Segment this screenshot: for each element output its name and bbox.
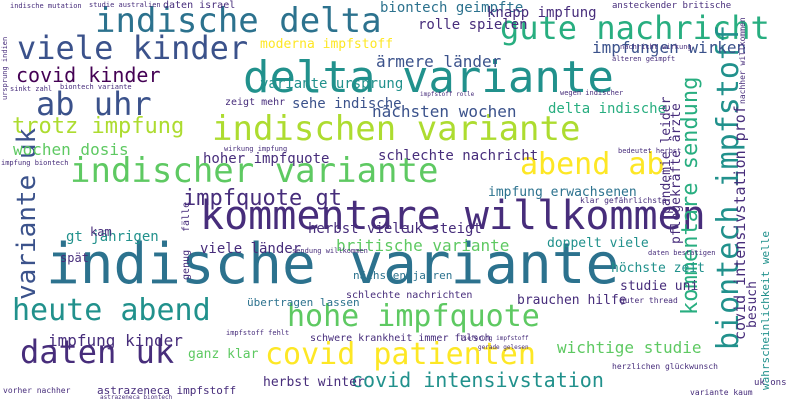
word: vorher nachher [3, 386, 71, 395]
word: besuch [745, 281, 760, 328]
word: biontech variante [60, 83, 132, 91]
word: schlechte nachricht [378, 148, 539, 164]
word: bedeutet herbst [618, 147, 682, 155]
word: herzlichen glückwunsch [612, 362, 718, 371]
word: covid intensivstation [351, 368, 604, 392]
word: ärmere länder [376, 52, 502, 71]
word: wahrscheinlichkeit welle [759, 231, 772, 390]
word: impfungen wirken [592, 38, 747, 57]
word: sinkt zahl [10, 85, 53, 93]
word: trotz impfung [12, 114, 185, 139]
word: indischer variante [70, 151, 439, 191]
word: sendung willkommen [292, 247, 368, 255]
word: covid kinder [16, 63, 161, 87]
word: wirkung impfung [224, 145, 288, 153]
word: britische variante [336, 236, 510, 255]
word: moderna impfstoff [260, 37, 394, 52]
word: ansteckender britische [612, 1, 732, 11]
word: uk ons [754, 378, 787, 388]
word: schwere krankheit immer falsch [310, 333, 491, 344]
word: impfung erwachsenen [488, 185, 637, 200]
word: klar gefährlichste [580, 196, 667, 205]
word: heute abend [12, 293, 211, 328]
word: nachher willkommen [738, 17, 747, 104]
word: wochen dosis [13, 140, 129, 159]
word: astrazeneca biontech [100, 394, 173, 400]
word: uk steigt [406, 221, 482, 237]
word: guter thread [620, 296, 678, 305]
word: sehe indische [292, 96, 402, 112]
word: herbst winter [263, 375, 365, 390]
word: viele länder [200, 241, 302, 257]
word: rolle spielen [418, 17, 528, 33]
word: nächsten jahren [353, 269, 453, 282]
word: genug [181, 249, 192, 280]
word: variante kaum [690, 388, 753, 397]
word: nachricht wirkung [620, 43, 692, 51]
word: nächsten wochen [372, 102, 517, 121]
word: knapp impfung [487, 5, 597, 21]
word: daten bestätigen [648, 249, 716, 257]
word: hoher impfquote [203, 151, 330, 167]
word: lieferung impfstoff [460, 335, 529, 342]
word: indische mutation [10, 2, 82, 10]
word: schlechte nachrichten [346, 290, 473, 301]
word: brauchen hilfe [517, 293, 627, 308]
word: delta indische [548, 101, 667, 117]
word: impfstoff fehlt [226, 329, 290, 337]
word: studie australien [89, 1, 161, 9]
word: covid patienten [265, 337, 536, 372]
word: spät [60, 251, 89, 265]
word: gerade gelesen [478, 344, 529, 351]
word: biontech geimpfte [380, 0, 524, 16]
word: daten uk [20, 333, 175, 371]
word: studie uni [620, 279, 699, 294]
word: wichtige studie [557, 338, 702, 357]
word: wegen indischer [560, 89, 624, 97]
word: indische variante [46, 232, 620, 297]
word: variante ursprung [260, 76, 404, 92]
word: gt jährigen [66, 229, 159, 245]
word: zeigt mehr [225, 97, 286, 108]
word: höchste zeit [611, 261, 705, 276]
word: ursprung indien [1, 36, 9, 100]
word: delta variante [243, 52, 614, 103]
word: abend ab [520, 147, 665, 182]
word: kommentare willkommen [200, 193, 706, 239]
word: pflegekräfte ärzte [669, 103, 684, 244]
word: gute nachricht [500, 9, 770, 47]
word: indischen variante [212, 109, 581, 149]
word: übertragen lassen [247, 296, 360, 309]
word: doppelt viele [547, 236, 649, 251]
word: daten israel [163, 0, 236, 11]
word: ab uhr [36, 85, 152, 123]
word: impfung kinder [48, 331, 183, 350]
word: kam [90, 225, 112, 239]
word: hohe impfquote [287, 299, 540, 334]
word: herbst viele [308, 221, 410, 237]
word: impfung biontech [1, 159, 69, 167]
word: astrazeneca impfstoff [97, 384, 237, 397]
word: impfquote gt [183, 186, 342, 211]
word: viele kinder [17, 29, 249, 67]
word: älteren geimpft [612, 55, 676, 63]
word: impfstoff rolle [420, 91, 475, 98]
word: fälle [181, 201, 192, 232]
word: ganz klar [188, 347, 259, 362]
word: indische delta [95, 1, 382, 41]
